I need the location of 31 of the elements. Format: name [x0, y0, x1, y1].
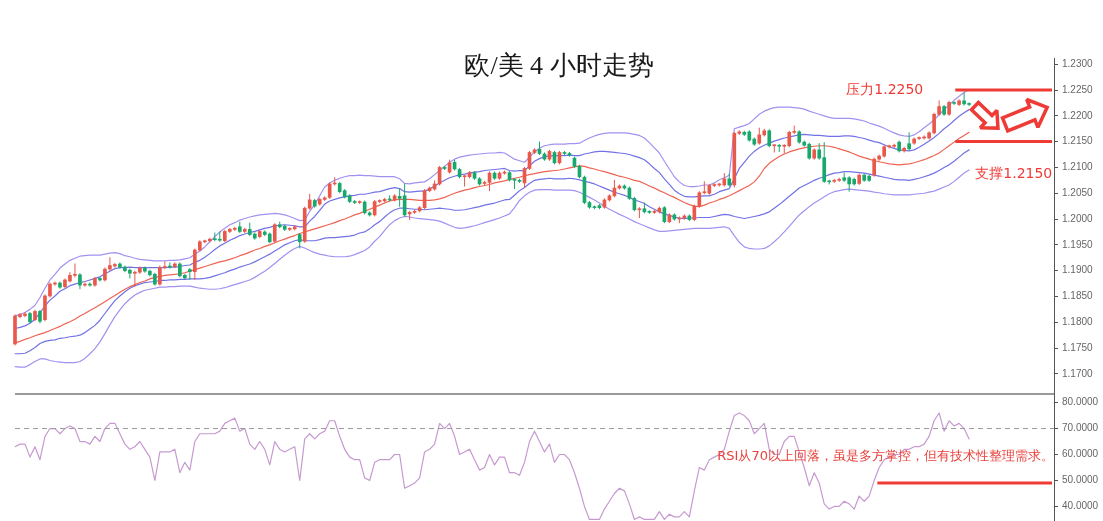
- y-tick-label: 40.0000: [1062, 500, 1099, 512]
- y-tick-label: 1.1850: [1062, 290, 1094, 302]
- candlestick: [193, 247, 197, 281]
- candlestick: [98, 276, 102, 283]
- candlestick: [217, 230, 222, 243]
- y-tick-label: 1.2000: [1062, 212, 1094, 224]
- candlestick: [462, 174, 467, 188]
- y-tick-label: 1.1900: [1062, 264, 1094, 276]
- y-tick-label: 80.0000: [1062, 396, 1099, 408]
- y-tick-label: 1.2050: [1062, 186, 1094, 198]
- candlestick: [952, 100, 956, 106]
- candlestick: [907, 131, 911, 151]
- ref-line-label: 压力1.2250: [846, 80, 924, 97]
- ref-line-label: 支撑1.2150: [975, 165, 1053, 182]
- chart-title: 欧/美 4 小时走势: [464, 51, 654, 81]
- candlestick: [767, 128, 772, 148]
- y-tick-label: 1.2200: [1062, 109, 1094, 121]
- y-tick-label: 1.1700: [1062, 367, 1094, 379]
- y-tick-label: 1.1950: [1062, 238, 1094, 250]
- y-tick-label: 1.1750: [1062, 341, 1094, 353]
- candlestick: [272, 222, 277, 244]
- annotation: RSI从70以上回落，虽是多方掌控，但有技术性整理需求。: [717, 447, 1054, 463]
- y-tick-label: 60.0000: [1062, 448, 1099, 460]
- y-tick-label: 70.0000: [1062, 422, 1099, 434]
- y-tick-label: 1.1800: [1062, 316, 1094, 328]
- y-tick-label: 1.2300: [1062, 57, 1094, 69]
- candlestick: [397, 187, 402, 208]
- y-tick-label: 1.2150: [1062, 135, 1094, 147]
- y-tick-label: 1.2100: [1062, 161, 1094, 173]
- y-tick-label: 1.2250: [1062, 83, 1094, 95]
- y-tick-label: 50.0000: [1062, 474, 1099, 486]
